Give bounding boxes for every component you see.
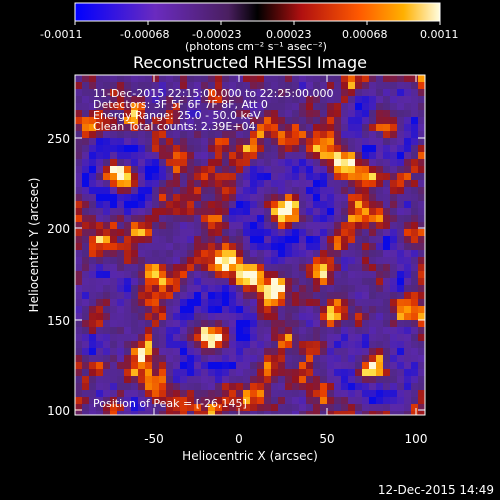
- plot-title: Reconstructed RHESSI Image: [133, 53, 367, 72]
- x-tick-label: 100: [405, 432, 428, 446]
- y-axis-ticks: [75, 137, 425, 411]
- image-pixels: [75, 75, 425, 415]
- y-tick-label: 250: [47, 132, 70, 146]
- colorbar-tick-label: -0.0011: [40, 28, 82, 41]
- x-tick-label: 0: [235, 432, 243, 446]
- x-axis-ticks: [153, 75, 417, 415]
- colorbar: -0.0011 -0.00068 -0.00023 0.00023 0.0006…: [40, 2, 459, 53]
- rhessi-image: [75, 75, 425, 415]
- colorbar-tickmarks: [74, 21, 441, 25]
- colorbar-tick-label: -0.00068: [120, 28, 169, 41]
- plot-frame: [74, 74, 426, 416]
- colorbar-tick-label: -0.00023: [192, 28, 241, 41]
- colorbar-unit-label: (photons cm⁻² s⁻¹ asec⁻²): [185, 40, 327, 53]
- colorbar-gradient: [75, 3, 440, 21]
- timestamp: 12-Dec-2015 14:49: [378, 483, 494, 497]
- colorbar-tick-label: 0.0011: [420, 28, 459, 41]
- info-line-energy: Energy Range: 25.0 - 50.0 keV: [93, 109, 261, 122]
- info-line-detectors: Detectors: 3F 5F 6F 7F 8F, Att 0: [93, 98, 268, 111]
- colorbar-tick-label: 0.00023: [266, 28, 312, 41]
- colorbar-tick-label: 0.00068: [342, 28, 388, 41]
- y-tick-label: 100: [47, 404, 70, 418]
- x-tick-label: 50: [319, 432, 334, 446]
- peak-position-label: Position of Peak = [-26,145]: [93, 397, 247, 410]
- y-tick-label: 200: [47, 222, 70, 236]
- info-line-time: 11-Dec-2015 22:15:00.000 to 22:25:00.000: [93, 87, 334, 100]
- x-axis-title: Heliocentric X (arcsec): [182, 449, 318, 463]
- y-axis-title: Heliocentric Y (arcsec): [27, 178, 41, 313]
- colorbar-frame: [74, 2, 441, 22]
- x-tick-label: -50: [144, 432, 164, 446]
- info-line-counts: Clean Total counts: 2.39E+04: [93, 120, 256, 133]
- y-tick-label: 150: [47, 314, 70, 328]
